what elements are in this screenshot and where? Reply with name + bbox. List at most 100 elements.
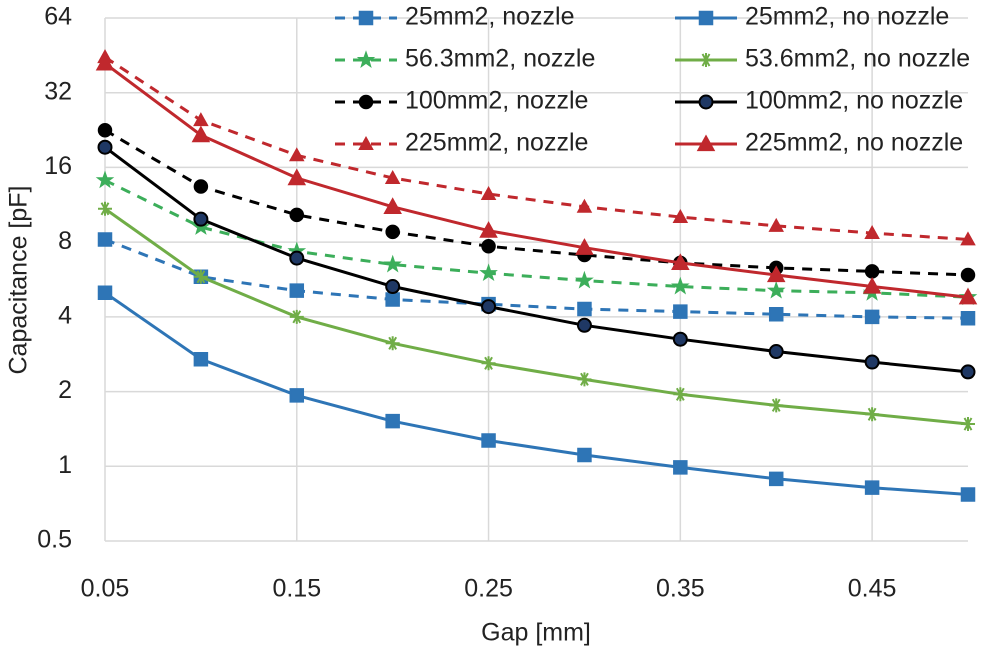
- y-tick-label: 8: [58, 227, 72, 255]
- marker: [864, 264, 880, 279]
- marker: [481, 433, 496, 448]
- marker: [768, 471, 784, 487]
- marker: [481, 356, 496, 371]
- marker: [577, 447, 592, 463]
- series-line: [104, 238, 969, 320]
- y-tick-label: 32: [44, 77, 72, 105]
- x-tick-label: 0.35: [656, 575, 705, 603]
- marker: [768, 217, 784, 232]
- marker: [862, 276, 882, 294]
- marker: [193, 351, 209, 367]
- legend-marker: [696, 134, 716, 152]
- marker: [769, 398, 784, 413]
- y-tick-label: 2: [58, 376, 72, 404]
- marker: [481, 299, 497, 315]
- marker: [479, 221, 498, 238]
- marker: [97, 285, 113, 301]
- marker: [577, 301, 592, 317]
- legend-label: 25mm2, nozzle: [405, 3, 575, 31]
- marker: [865, 407, 880, 422]
- legend-label: 100mm2, no nozzle: [745, 87, 963, 115]
- marker: [97, 139, 113, 155]
- legend-label: 100mm2, nozzle: [405, 87, 588, 115]
- marker: [193, 179, 209, 194]
- marker: [383, 254, 402, 273]
- marker: [576, 317, 592, 333]
- legend-label: 53.6mm2, no nozzle: [745, 45, 970, 73]
- marker: [864, 225, 880, 240]
- series-line: [104, 146, 969, 374]
- y-tick-label: 1: [58, 451, 72, 479]
- legend-marker: [698, 10, 714, 26]
- marker: [672, 331, 688, 347]
- marker: [289, 283, 305, 298]
- marker: [191, 125, 211, 143]
- marker: [289, 147, 305, 162]
- legend-marker: [358, 10, 374, 26]
- marker: [385, 292, 400, 307]
- marker: [97, 122, 113, 138]
- x-tick-label: 0.05: [81, 575, 130, 603]
- legend-marker: [699, 53, 713, 67]
- y-tick-label: 0.5: [37, 526, 72, 554]
- marker: [289, 309, 304, 324]
- marker: [864, 309, 880, 325]
- y-axis-label: Capacitance [pF]: [5, 186, 33, 375]
- x-axis-label: Gap [mm]: [481, 619, 591, 647]
- marker: [673, 304, 688, 319]
- marker: [385, 224, 400, 240]
- marker: [289, 250, 305, 266]
- marker: [960, 364, 976, 380]
- marker: [671, 253, 690, 271]
- marker: [672, 208, 689, 223]
- series-line: [104, 207, 969, 426]
- marker: [193, 112, 209, 127]
- series-line: [104, 55, 969, 241]
- marker: [864, 354, 880, 370]
- legend-marker: [698, 94, 714, 110]
- x-tick-label: 0.25: [464, 575, 513, 603]
- marker: [384, 169, 401, 184]
- marker: [385, 279, 401, 295]
- legend-label: 56.3mm2, nozzle: [405, 45, 595, 73]
- legend-marker: [358, 94, 374, 110]
- marker: [287, 168, 307, 186]
- series-line: [104, 128, 969, 277]
- legend-label: 225mm2, nozzle: [405, 129, 588, 157]
- x-tick-label: 0.15: [272, 575, 321, 603]
- marker: [958, 287, 978, 305]
- marker: [864, 480, 880, 495]
- marker: [768, 344, 784, 360]
- marker: [575, 238, 594, 255]
- legend-label: 225mm2, no nozzle: [745, 129, 963, 157]
- series-line: [104, 62, 969, 299]
- marker: [95, 53, 115, 71]
- marker: [289, 388, 305, 403]
- legend-marker: [358, 135, 374, 150]
- y-tick-label: 4: [58, 301, 72, 329]
- marker: [766, 280, 786, 299]
- marker: [383, 197, 402, 214]
- marker: [961, 417, 975, 432]
- marker: [673, 460, 688, 475]
- marker: [479, 263, 498, 282]
- marker: [766, 265, 786, 283]
- marker: [193, 269, 208, 284]
- marker: [385, 413, 400, 429]
- marker: [289, 207, 305, 223]
- marker: [193, 211, 209, 227]
- marker: [576, 198, 593, 213]
- marker: [575, 270, 594, 289]
- series-line: [104, 291, 969, 496]
- marker: [960, 267, 976, 283]
- legend-marker: [356, 50, 376, 68]
- marker: [768, 306, 784, 322]
- marker: [385, 336, 400, 351]
- marker: [95, 170, 115, 189]
- marker: [960, 310, 976, 326]
- legend-label: 25mm2, no nozzle: [745, 3, 949, 31]
- marker: [97, 232, 113, 247]
- x-tick-label: 0.45: [848, 575, 897, 603]
- marker: [673, 387, 688, 402]
